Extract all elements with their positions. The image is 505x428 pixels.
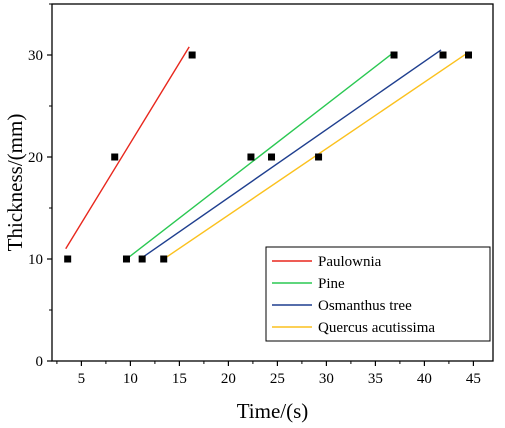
plot-frame [51, 3, 494, 362]
x-axis: 5 10 15 20 25 30 35 40 45 [56, 361, 481, 387]
data-point-osmanthus-tree [268, 153, 276, 161]
y-tick-label: 0 [36, 354, 44, 370]
x-tick-label: 35 [368, 371, 383, 387]
data-point-paulownia [188, 51, 196, 59]
data-point-quercus-acutissima [160, 255, 168, 263]
y-axis-title: Thickness/(mm) [3, 114, 27, 252]
x-axis-title: Time/(s) [237, 399, 309, 423]
x-tick-label: 15 [172, 371, 187, 387]
data-point-pine [247, 153, 255, 161]
x-tick-label: 40 [417, 371, 432, 387]
y-tick-label: 20 [28, 150, 43, 166]
fit-line-pine [126, 52, 394, 260]
data-points [64, 51, 472, 263]
x-tick-label: 30 [319, 371, 334, 387]
y-tick-label: 30 [28, 48, 43, 64]
fit-line-paulownia [65, 46, 190, 250]
legend-label-pine: Pine [318, 276, 345, 292]
data-point-pine [122, 255, 130, 263]
data-point-osmanthus-tree [138, 255, 146, 263]
x-tick-label: 20 [221, 371, 236, 387]
x-tick-label: 10 [123, 371, 138, 387]
data-point-pine [390, 51, 398, 59]
fit-lines [65, 46, 468, 260]
y-tick-label: 10 [28, 252, 43, 268]
legend-label-quercus-acutissima: Quercus acutissima [318, 320, 435, 336]
fit-line-osmanthus-tree [139, 49, 442, 260]
legend-box [265, 246, 491, 342]
data-point-paulownia [111, 153, 119, 161]
legend-label-osmanthus-tree: Osmanthus tree [318, 298, 412, 314]
data-point-paulownia [64, 255, 72, 263]
legend-label-paulownia: Paulownia [318, 254, 382, 270]
x-tick-label: 45 [466, 371, 481, 387]
data-point-quercus-acutissima [465, 51, 472, 59]
y-axis: 0 10 20 30 [28, 3, 52, 370]
data-point-osmanthus-tree [439, 51, 447, 59]
data-point-quercus-acutissima [315, 153, 323, 161]
legend: Paulownia Pine Osmanthus tree Quercus acuti… [265, 246, 491, 342]
x-tick-label: 25 [270, 371, 285, 387]
x-tick-label: 5 [78, 371, 86, 387]
